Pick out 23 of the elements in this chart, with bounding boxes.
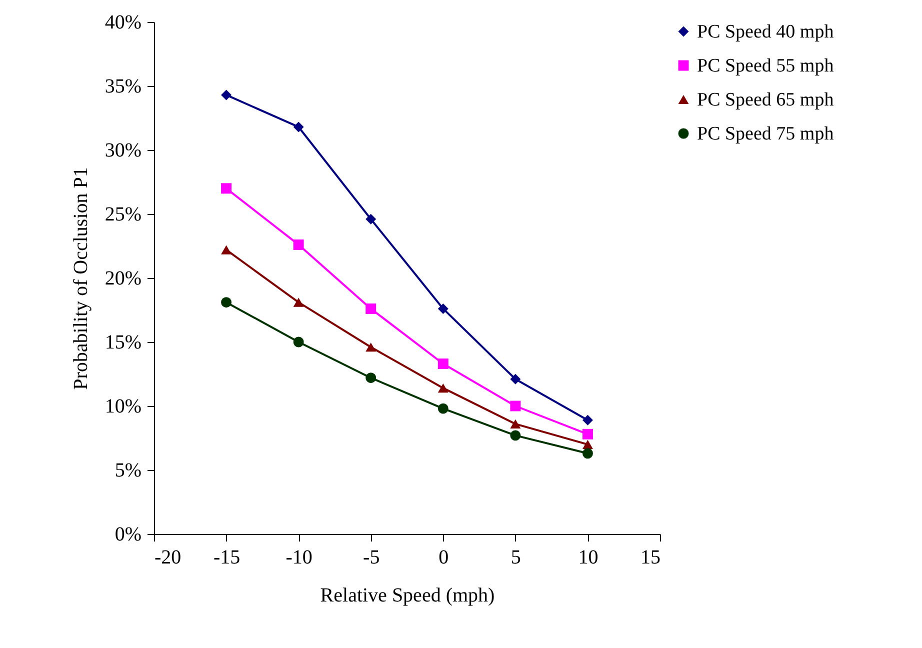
legend-label: PC Speed 65 mph [697, 90, 834, 110]
x-tick-label: -5 [363, 546, 380, 568]
legend-label: PC Speed 40 mph [697, 22, 834, 42]
y-tick-label: 35% [104, 76, 142, 98]
y-tick-label: 20% [104, 268, 142, 290]
legend-label: PC Speed 55 mph [697, 56, 834, 76]
x-tick-label: 15 [640, 546, 660, 568]
y-tick-label: 40% [104, 12, 142, 34]
y-tick-label: 10% [104, 396, 142, 418]
y-tick-label: 5% [114, 460, 142, 482]
x-tick-label: 0 [438, 546, 449, 568]
x-tick-label: 10 [578, 546, 598, 568]
y-tick-label: 0% [114, 524, 142, 546]
legend-label: PC Speed 75 mph [697, 124, 834, 144]
x-tick-label: -20 [154, 546, 182, 568]
y-tick-label: 30% [104, 140, 142, 162]
x-tick-label: -15 [213, 546, 240, 568]
y-axis-title: Probability of Occlusion P1 [70, 167, 92, 390]
x-axis-title: Relative Speed (mph) [320, 584, 495, 606]
y-tick-label: 25% [104, 204, 142, 226]
x-tick-label: 5 [510, 546, 521, 568]
y-tick-label: 15% [104, 332, 142, 354]
x-tick-label: -10 [286, 546, 312, 568]
